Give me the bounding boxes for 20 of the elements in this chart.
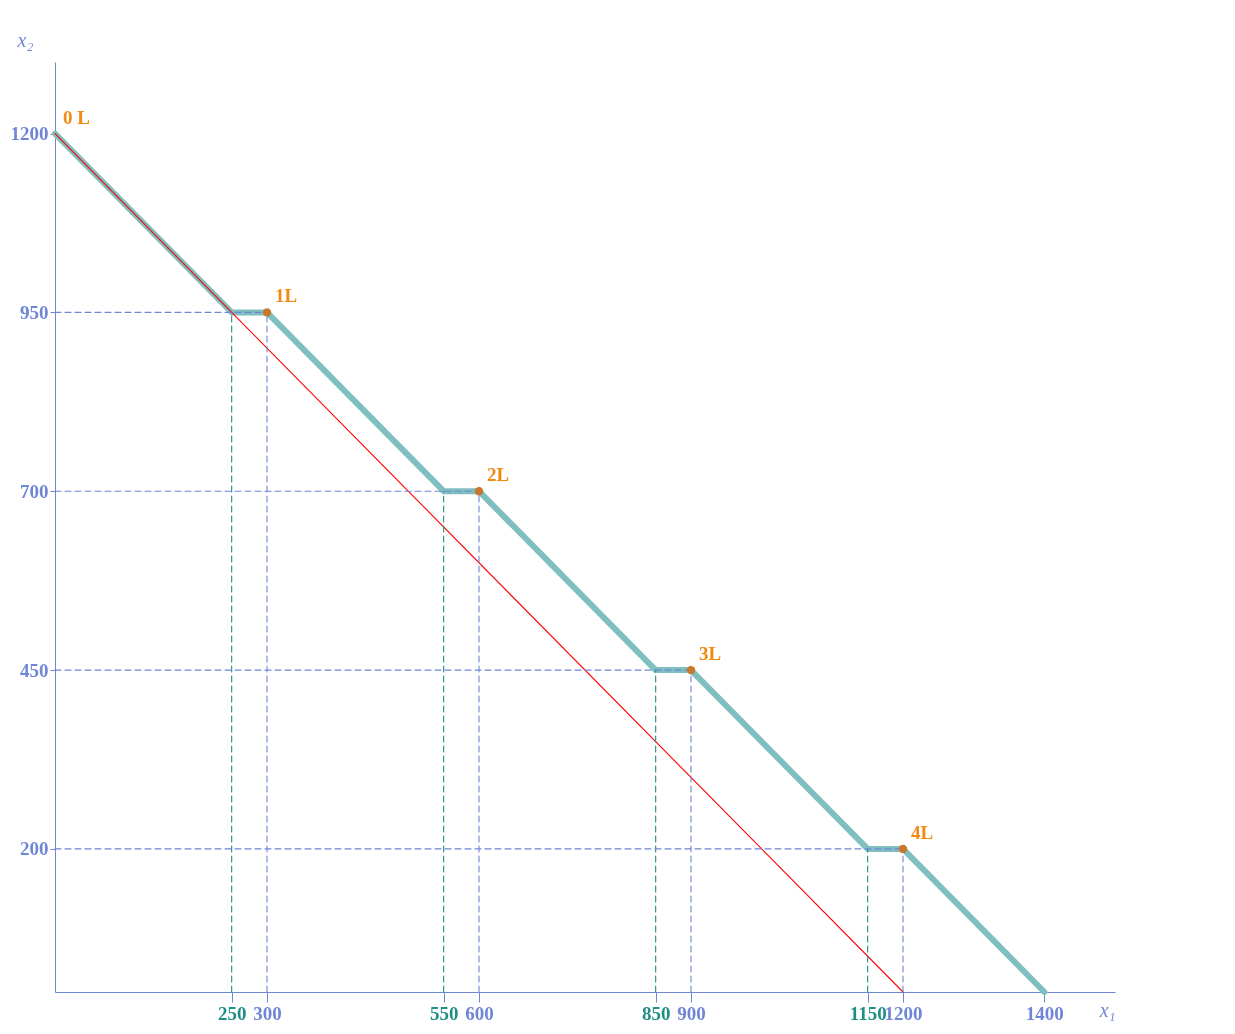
annotation: 3L (699, 643, 722, 665)
annotation: 4L (911, 821, 934, 843)
x-tick-label: 600 (465, 1002, 494, 1024)
x-axis-title: x₁ (1098, 998, 1116, 1021)
x-tick-label: 850 (641, 1002, 671, 1024)
y-tick-label: 450 (20, 659, 49, 681)
y-tick-label: 950 (20, 301, 49, 323)
x-tick-label: 550 (429, 1002, 459, 1024)
annotation: 2L (487, 464, 510, 486)
x-tick-label: 300 (253, 1002, 282, 1024)
y-tick-label: 700 (20, 480, 49, 502)
y-tick-label: 1200 (10, 123, 49, 145)
y-tick-label: 200 (20, 838, 49, 860)
x-tick-label: 1150 (849, 1002, 887, 1024)
x-tick-label: 250 (217, 1002, 247, 1024)
x-tick-label: 900 (677, 1002, 706, 1024)
y-axis-title: x₂ (16, 28, 34, 51)
annotation: 1L (275, 285, 298, 307)
x-tick-label: 1400 (1025, 1002, 1064, 1024)
annotation: 0 L (63, 106, 90, 128)
